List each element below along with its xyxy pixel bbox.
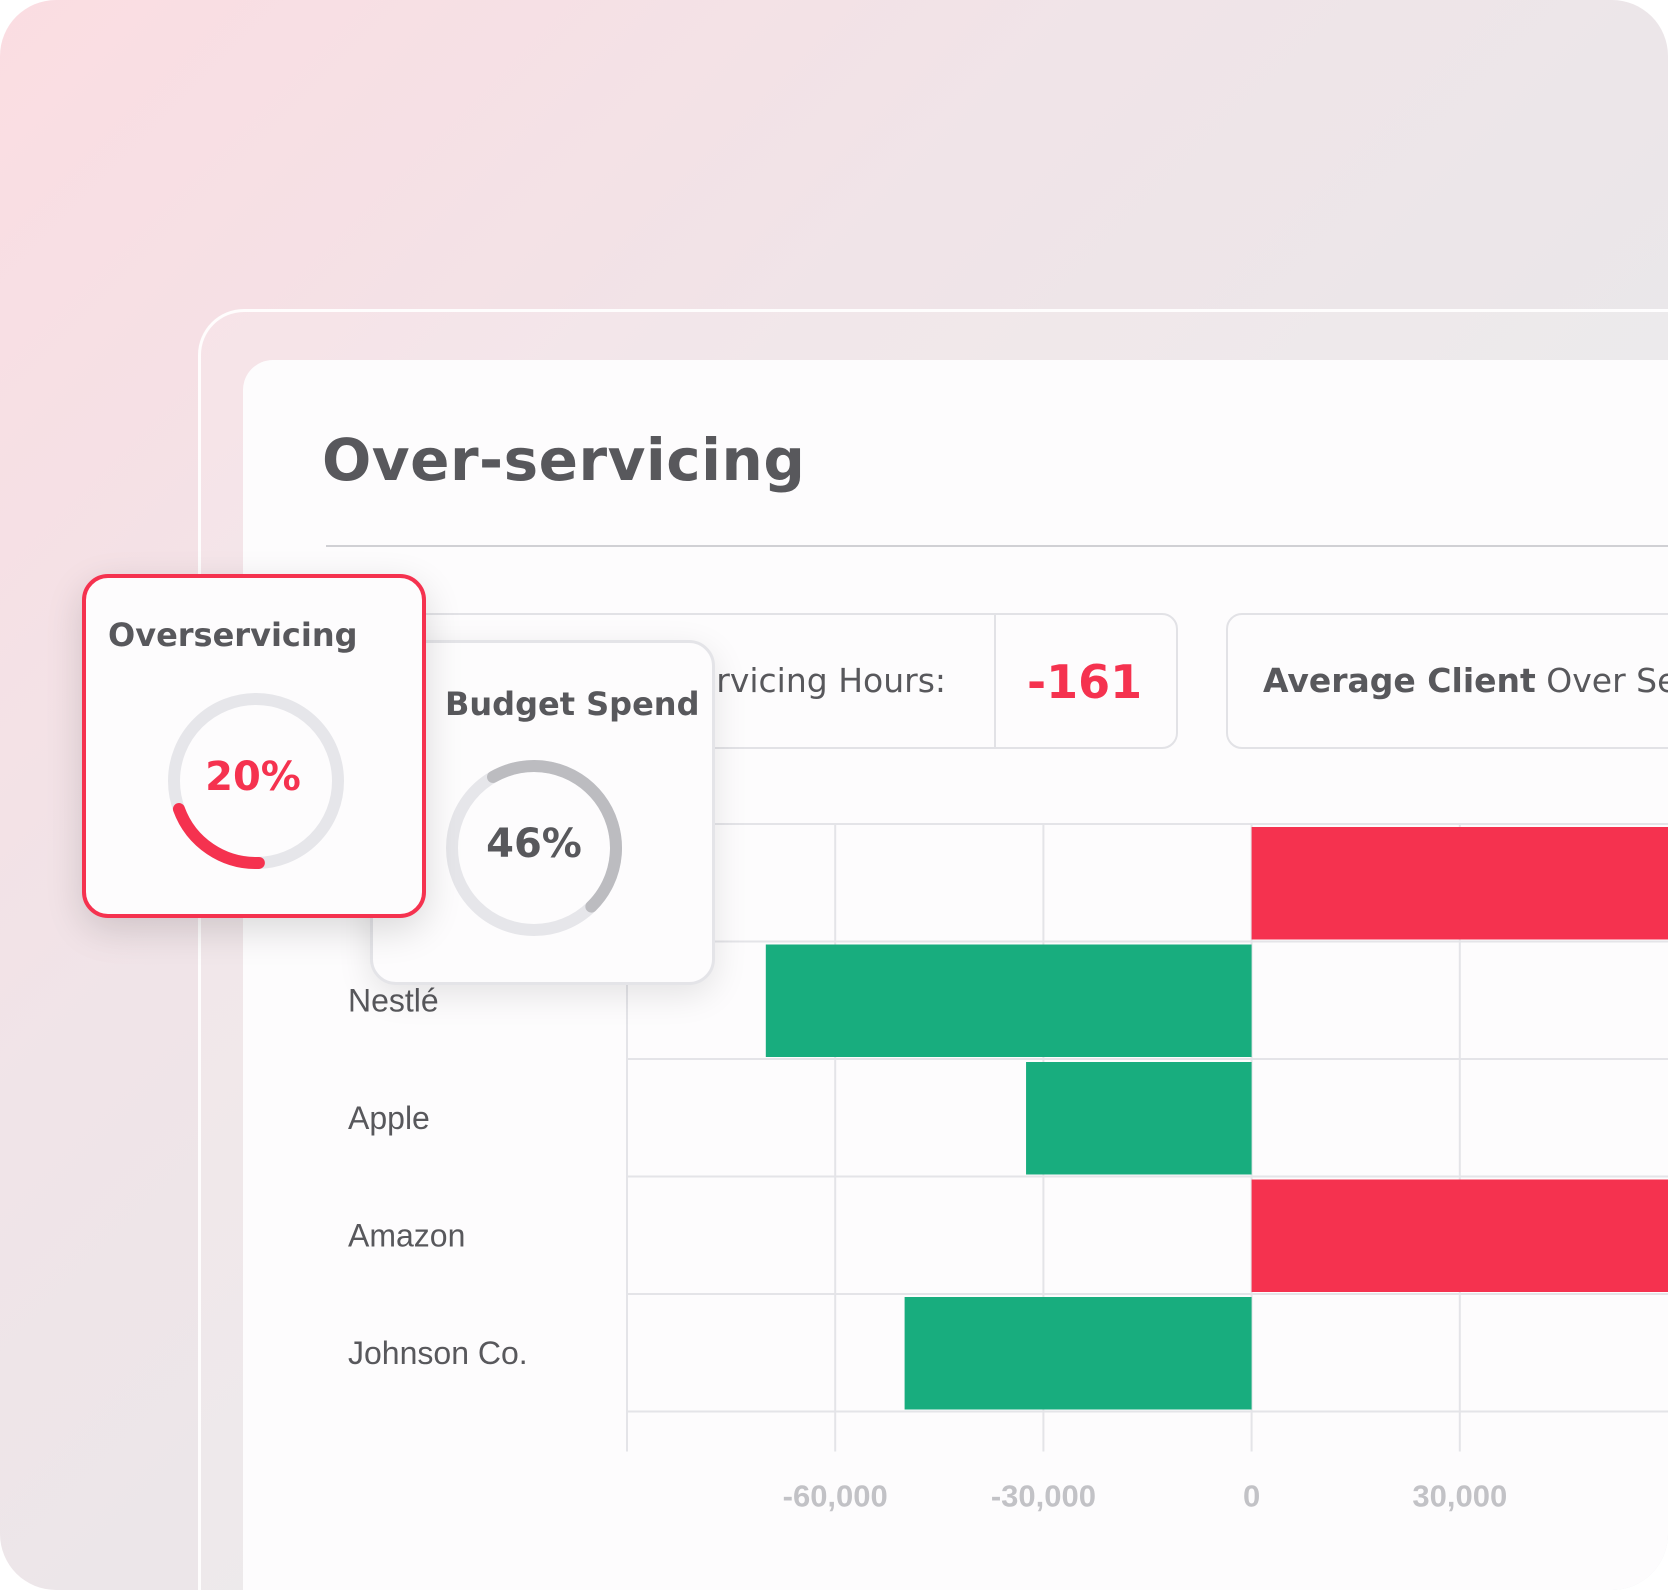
chart-x-tick-label: -30,000	[991, 1479, 1096, 1514]
overservicing-gauge	[168, 693, 344, 869]
page-title: Over-servicing	[322, 426, 806, 494]
budget-gauge-arc	[487, 760, 622, 913]
chart-category-label: Apple	[348, 1100, 430, 1136]
chart-bar	[1251, 827, 1668, 940]
chart-bar	[1026, 1062, 1252, 1175]
budget-spend-value: 46%	[486, 821, 582, 867]
average-client-label: Average Client Over Servicing	[1263, 661, 1668, 700]
budget-spend-title: Budget Spend	[445, 685, 700, 723]
chart-x-tick-label: -60,000	[783, 1479, 888, 1514]
overservicing-card[interactable]: Overservicing 20%	[82, 574, 426, 918]
chart-category-label: Amazon	[348, 1217, 465, 1253]
average-client-label-rest: Over Servicing	[1546, 661, 1668, 700]
chart-x-tick-label: 30,000	[1412, 1479, 1507, 1514]
total-hours-box: Total Over-servicing Hours: -161	[390, 613, 1178, 749]
total-hours-value: -161	[1027, 655, 1143, 709]
stat-divider	[994, 615, 996, 747]
overservicing-gauge-arc	[172, 803, 265, 869]
overservicing-value: 20%	[205, 754, 301, 800]
chart-bar	[1251, 1179, 1668, 1292]
average-client-label-bold: Average Client	[1263, 661, 1536, 700]
chart-category-label: Nestlé	[348, 982, 439, 1018]
average-client-box: Average Client Over Servicing	[1226, 613, 1668, 749]
chart-bar	[904, 1297, 1252, 1410]
budget-spend-gauge	[446, 760, 622, 936]
chart-bar	[765, 944, 1252, 1057]
title-divider	[326, 545, 1668, 547]
chart-category-label: Johnson Co.	[348, 1335, 528, 1371]
overservicing-title: Overservicing	[108, 616, 358, 654]
chart-x-tick-label: 0	[1243, 1479, 1260, 1514]
